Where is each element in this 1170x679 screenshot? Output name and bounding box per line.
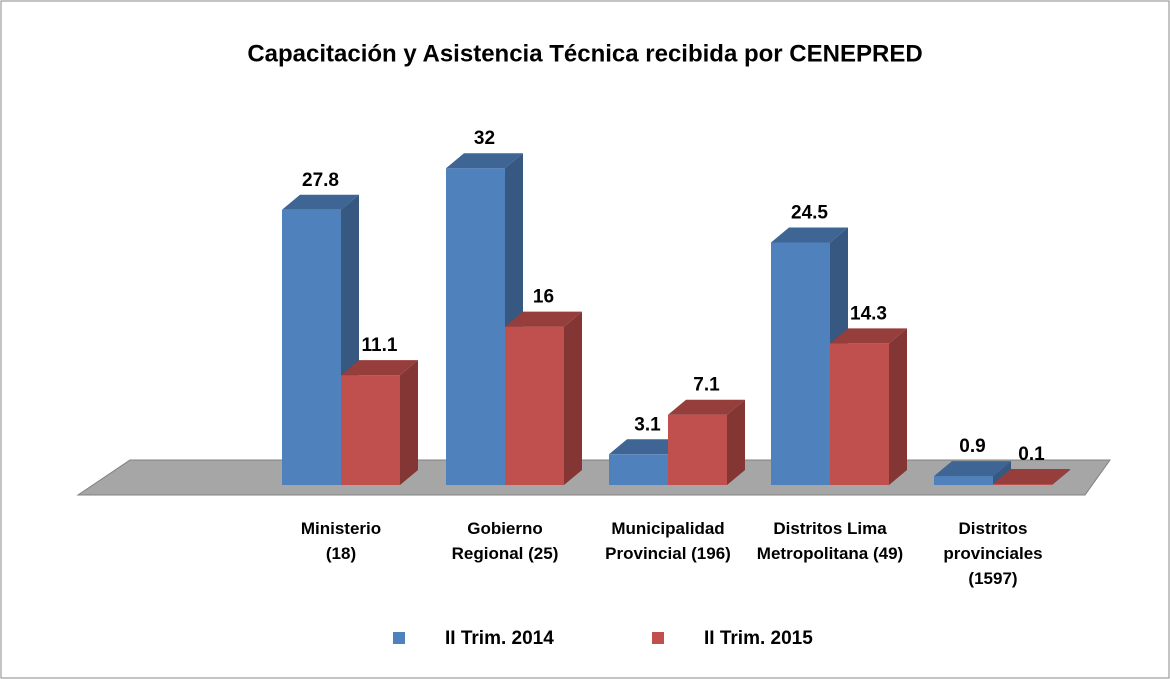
bar-top bbox=[771, 227, 848, 243]
bar bbox=[830, 343, 889, 485]
x-tick-label: Municipalidad Provincial (196) bbox=[605, 519, 731, 563]
data-label: 11.1 bbox=[362, 335, 398, 356]
data-label: 24.5 bbox=[791, 202, 828, 223]
bar-side bbox=[727, 399, 745, 485]
bar-top bbox=[341, 360, 418, 376]
bar-side bbox=[889, 328, 907, 485]
legend-label: II Trim. 2014 bbox=[445, 628, 554, 649]
data-label: 0.1 bbox=[1018, 444, 1045, 465]
x-tick-label: Gobierno Regional (25) bbox=[451, 519, 559, 563]
chart-title: Capacitación y Asistencia Técnica recibi… bbox=[247, 40, 922, 67]
bar-side bbox=[400, 360, 418, 485]
bar-top bbox=[668, 399, 745, 415]
bar bbox=[993, 484, 1052, 485]
x-tick-label: Distritos Lima Metropolitana (49) bbox=[756, 519, 904, 563]
bar-side bbox=[993, 461, 1011, 485]
bar bbox=[934, 476, 993, 485]
bar bbox=[282, 209, 341, 485]
data-label: 27.8 bbox=[302, 170, 339, 191]
data-label: 16 bbox=[533, 287, 554, 308]
bar bbox=[771, 242, 830, 485]
x-tick-label: Ministerio (18) bbox=[300, 519, 382, 563]
bar-top bbox=[830, 328, 907, 344]
bar-top bbox=[934, 461, 1011, 477]
bar-side bbox=[564, 311, 582, 485]
bar bbox=[505, 326, 564, 485]
bar-top bbox=[993, 469, 1070, 485]
bar bbox=[609, 454, 668, 485]
bar bbox=[341, 375, 400, 485]
bar-top bbox=[609, 439, 686, 455]
data-label: 0.9 bbox=[959, 436, 985, 457]
data-label: 3.1 bbox=[634, 414, 661, 435]
bar-side bbox=[1052, 469, 1070, 485]
data-label: 14.3 bbox=[850, 303, 887, 324]
x-tick-label: Distritos provinciales (1597) bbox=[943, 519, 1043, 588]
legend-label: II Trim. 2015 bbox=[704, 628, 813, 649]
data-label: 7.1 bbox=[693, 375, 720, 396]
bar bbox=[446, 168, 505, 485]
bar-top bbox=[282, 194, 359, 210]
bar-top bbox=[505, 311, 582, 327]
data-label: 32 bbox=[474, 128, 495, 149]
legend-swatch bbox=[393, 632, 405, 644]
bar-top bbox=[446, 153, 523, 169]
bar bbox=[668, 414, 727, 485]
legend-swatch bbox=[652, 632, 664, 644]
